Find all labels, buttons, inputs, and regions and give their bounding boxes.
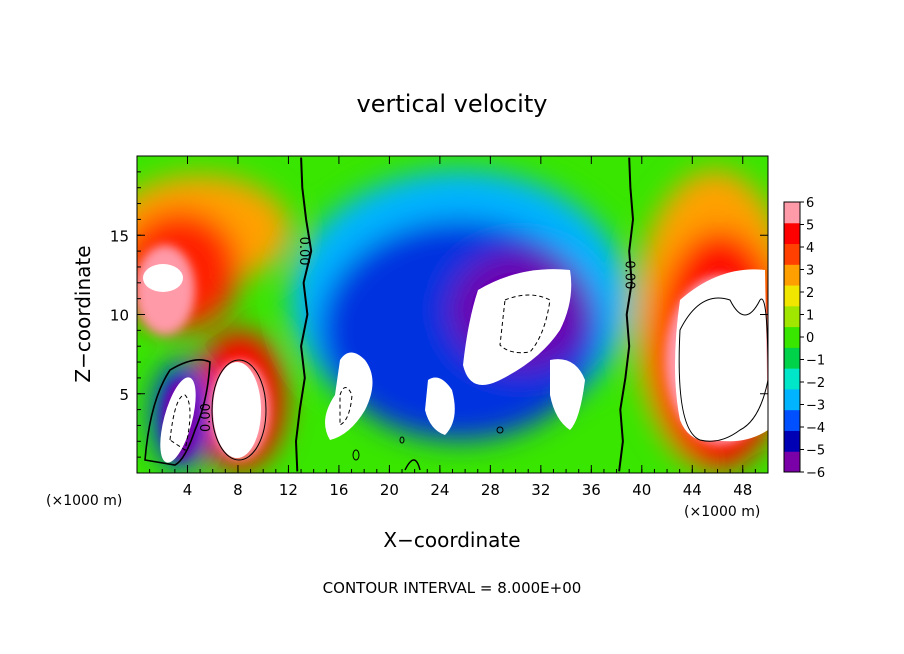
x-tick-label-1: 8 bbox=[233, 481, 243, 499]
x-tick-label-11: 48 bbox=[733, 481, 752, 499]
contour-dot-1 bbox=[352, 449, 360, 461]
x-axis-label: X−coordinate bbox=[383, 528, 520, 552]
y-tick-label-1: 10 bbox=[110, 307, 129, 325]
contour-lines bbox=[144, 157, 768, 472]
colorbar-label-1: 5 bbox=[806, 219, 814, 234]
colorbar-label-7: −1 bbox=[806, 354, 825, 369]
colorbar-label-5: 1 bbox=[806, 309, 814, 324]
x-tick-label-4: 20 bbox=[380, 481, 399, 499]
contour-label-1: 0.00 bbox=[296, 237, 311, 266]
colorbar-label-2: 4 bbox=[806, 241, 814, 256]
colorbar-swatch-8 bbox=[784, 285, 800, 307]
x-tick-label-2: 12 bbox=[279, 481, 298, 499]
white-blob-left bbox=[160, 377, 196, 463]
plot-area: 0.00 0.00 0.00 bbox=[137, 156, 768, 473]
colorbar-swatch-2 bbox=[784, 409, 800, 431]
contour-zero-left bbox=[294, 157, 313, 472]
contour-left-dashed bbox=[169, 394, 191, 451]
x-tick-label-7: 32 bbox=[531, 481, 550, 499]
x-tick-label-0: 4 bbox=[183, 481, 193, 499]
white-blob-right bbox=[675, 269, 768, 442]
contour-dot-3 bbox=[496, 426, 504, 434]
contour-dot-2 bbox=[399, 436, 405, 444]
contour-bottom-small bbox=[404, 459, 421, 471]
white-blob-top-left bbox=[143, 264, 183, 292]
x-unit-left: (×1000 m) bbox=[46, 493, 122, 509]
x-tick-label-6: 28 bbox=[481, 481, 500, 499]
colorbar-label-8: −2 bbox=[806, 376, 825, 391]
colorbar-label-0: 6 bbox=[806, 196, 814, 211]
contour-label-0: 0.00 bbox=[199, 403, 214, 432]
colorbar-swatch-10 bbox=[784, 243, 800, 265]
contour-label-2: 0.00 bbox=[622, 260, 637, 289]
contour-left-bottom bbox=[144, 359, 211, 466]
white-blob-left-2 bbox=[213, 362, 261, 458]
colorbar: 6 5 4 3 2 1 0 −1 −2 −3 −4 −5 −6 bbox=[783, 196, 825, 481]
white-blob-mid-4 bbox=[550, 359, 585, 430]
x-tick-label-3: 16 bbox=[329, 481, 348, 499]
colorbar-label-11: −5 bbox=[806, 444, 825, 459]
colorbar-swatch-9 bbox=[784, 264, 800, 286]
colorbar-label-3: 3 bbox=[806, 264, 814, 279]
colorbar-swatch-6 bbox=[784, 326, 800, 348]
colorbar-swatch-0 bbox=[784, 451, 800, 473]
footer-contour-interval: CONTOUR INTERVAL = 8.000E+00 bbox=[323, 579, 582, 597]
y-tick-label-0: 5 bbox=[119, 386, 129, 404]
white-blob-mid-2 bbox=[425, 377, 455, 435]
colorbar-swatch-4 bbox=[784, 368, 800, 390]
colorbar-swatch-12 bbox=[784, 202, 800, 224]
white-blob-mid-3 bbox=[463, 269, 572, 385]
chart-title: vertical velocity bbox=[357, 90, 548, 118]
colorbar-swatch-3 bbox=[784, 388, 800, 411]
x-tick-label-5: 24 bbox=[430, 481, 449, 499]
colorbar-label-12: −6 bbox=[806, 466, 825, 481]
contour-zero-right bbox=[618, 157, 635, 472]
colorbar-swatch-7 bbox=[784, 305, 800, 328]
contour-left-positive bbox=[211, 359, 267, 461]
colorbar-label-9: −3 bbox=[806, 399, 825, 414]
saturated-regions bbox=[143, 264, 768, 463]
colorbar-label-10: −4 bbox=[806, 421, 825, 436]
y-tick-label-2: 15 bbox=[110, 227, 129, 245]
x-tick-label-10: 44 bbox=[683, 481, 702, 499]
colorbar-swatch-11 bbox=[784, 222, 800, 245]
contour-labels: 0.00 0.00 0.00 bbox=[199, 237, 637, 432]
colorbar-swatch-1 bbox=[784, 430, 800, 452]
y-axis-label: Z−coordinate bbox=[71, 245, 95, 382]
x-unit-right: (×1000 m) bbox=[684, 504, 760, 520]
x-axis: 4 8 12 16 20 24 28 32 36 40 44 48 bbox=[149, 156, 756, 499]
colorbar-swatch-5 bbox=[784, 347, 800, 369]
x-tick-label-8: 36 bbox=[582, 481, 601, 499]
x-tick-label-9: 40 bbox=[632, 481, 651, 499]
colorbar-label-4: 2 bbox=[806, 286, 814, 301]
y-axis: 5 10 15 bbox=[110, 171, 768, 458]
colorbar-label-6: 0 bbox=[806, 331, 814, 346]
white-blob-mid-1 bbox=[325, 352, 373, 440]
